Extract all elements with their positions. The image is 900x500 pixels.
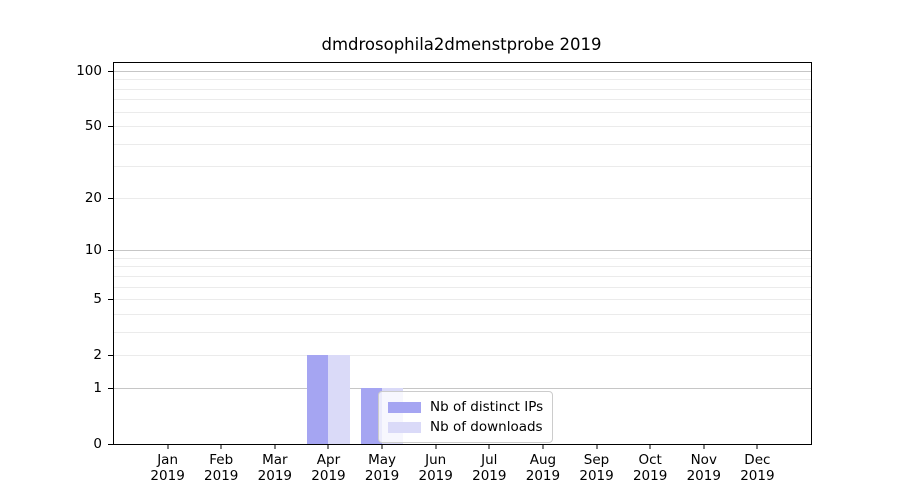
x-tick-year: 2019: [525, 468, 561, 484]
gridline-minor: [114, 197, 811, 199]
gridline-minor: [114, 88, 811, 90]
y-tick-mark: [108, 387, 114, 389]
y-tick-label: 1: [93, 379, 102, 396]
gridline-minor: [114, 143, 811, 145]
plot-area: 0 1 2 5 10 20 50 100 Jan 2019 Feb 2019 Mar 2019 Apr 201…: [76, 62, 812, 484]
gridline-minor: [114, 99, 811, 101]
x-tick-mark: [327, 444, 329, 449]
x-tick-year: 2019: [311, 468, 346, 484]
gridline-minor: [114, 166, 811, 168]
x-tick-mark: [596, 444, 598, 449]
gridline-minor: [114, 79, 811, 81]
x-tick-label: Dec 2019: [740, 452, 774, 484]
gridline-major: [114, 250, 811, 252]
bar-nb-of-distinct-ips-apr: [307, 355, 329, 444]
x-tick-month: Feb: [209, 452, 234, 468]
x-tick-year: 2019: [257, 468, 293, 484]
x-tick-mark: [703, 444, 705, 449]
x-tick-label: Feb 2019: [204, 452, 238, 484]
y-tick-label: 2: [93, 347, 102, 364]
gridline-minor: [114, 313, 811, 315]
x-tick-label: Jul 2019: [472, 452, 506, 484]
x-tick-mark: [274, 444, 276, 449]
bar-nb-of-downloads-apr: [328, 355, 350, 444]
x-tick-year: 2019: [418, 468, 453, 484]
x-tick-month: May: [368, 452, 397, 468]
legend-label-downloads: Nb of downloads: [430, 419, 543, 435]
gridline-minor: [114, 126, 811, 128]
x-tick-label: Jun 2019: [419, 452, 453, 484]
x-tick-mark: [756, 444, 758, 449]
chart-title: dmdrosophila2dmenstprobe 2019: [321, 35, 602, 54]
x-tick-month: Apr: [316, 452, 341, 468]
gridline-minor: [114, 257, 811, 259]
y-tick-label: 20: [84, 189, 102, 206]
gridline-minor: [114, 355, 811, 357]
bar-nb-of-distinct-ips-may: [360, 387, 383, 444]
x-tick-year: 2019: [579, 468, 614, 484]
y-tick-label: 100: [76, 62, 102, 79]
x-tick-mark: [435, 444, 437, 449]
x-tick-month: Jul: [481, 452, 498, 468]
y-tick-mark: [108, 197, 114, 199]
y-tick-label: 0: [93, 436, 102, 452]
gridline-minor: [114, 111, 811, 113]
y-tick-mark: [108, 299, 114, 301]
x-tick-year: 2019: [740, 468, 775, 484]
x-tick-label: Aug 2019: [526, 452, 560, 484]
x-tick-month: Oct: [638, 452, 662, 468]
gridline-minor: [114, 266, 811, 268]
x-tick-month: Dec: [744, 452, 771, 468]
gridline-minor: [114, 331, 811, 333]
x-tick-year: 2019: [632, 468, 668, 484]
y-tick-label: 5: [93, 291, 102, 308]
y-tick-mark: [108, 355, 114, 357]
x-tick-label: Oct 2019: [633, 452, 667, 484]
y-tick-mark: [108, 126, 114, 128]
x-tick-label: May 2019: [365, 452, 399, 484]
x-tick-month: Mar: [262, 452, 288, 468]
y-tick-label: 10: [84, 242, 102, 259]
gridline-major: [114, 387, 811, 389]
y-tick-mark: [108, 250, 114, 252]
x-tick-year: 2019: [364, 468, 400, 484]
gridline-minor: [114, 275, 811, 277]
x-tick-mark: [381, 444, 383, 449]
x-tick-month: Sep: [583, 452, 610, 468]
y-tick-label: 50: [84, 118, 102, 135]
x-tick-label: Apr 2019: [311, 452, 345, 484]
x-tick-mark: [649, 444, 651, 449]
gridline-major: [114, 70, 811, 72]
x-tick-year: 2019: [472, 468, 507, 484]
legend-swatch-distinct-ips-icon: [388, 401, 421, 413]
x-tick-month: Aug: [529, 452, 557, 468]
legend-item-distinct-ips: Nb of distinct IPs: [388, 397, 543, 417]
x-tick-mark: [488, 444, 490, 449]
x-tick-month: Jan: [157, 452, 179, 468]
x-tick-mark: [542, 444, 544, 449]
x-tick-year: 2019: [150, 468, 185, 484]
legend-swatch-downloads-icon: [388, 421, 421, 433]
gridline-minor: [114, 286, 811, 288]
y-tick-mark: [108, 70, 114, 72]
x-tick-mark: [220, 444, 222, 449]
x-tick-label: Jan 2019: [150, 452, 184, 484]
x-tick-year: 2019: [686, 468, 721, 484]
x-tick-year: 2019: [204, 468, 239, 484]
x-tick-label: Mar 2019: [258, 452, 292, 484]
x-tick-month: Nov: [690, 452, 717, 468]
x-tick-label: Nov 2019: [687, 452, 721, 484]
y-tick-mark: [108, 444, 114, 445]
legend-item-downloads: Nb of downloads: [388, 417, 543, 437]
legend-label-distinct-ips: Nb of distinct IPs: [430, 399, 544, 415]
legend: Nb of distinct IPs Nb of downloads: [378, 391, 554, 443]
x-tick-mark: [167, 444, 169, 449]
gridline-minor: [114, 299, 811, 301]
x-tick-label: Sep 2019: [579, 452, 613, 484]
x-tick-month: Jun: [425, 452, 447, 468]
